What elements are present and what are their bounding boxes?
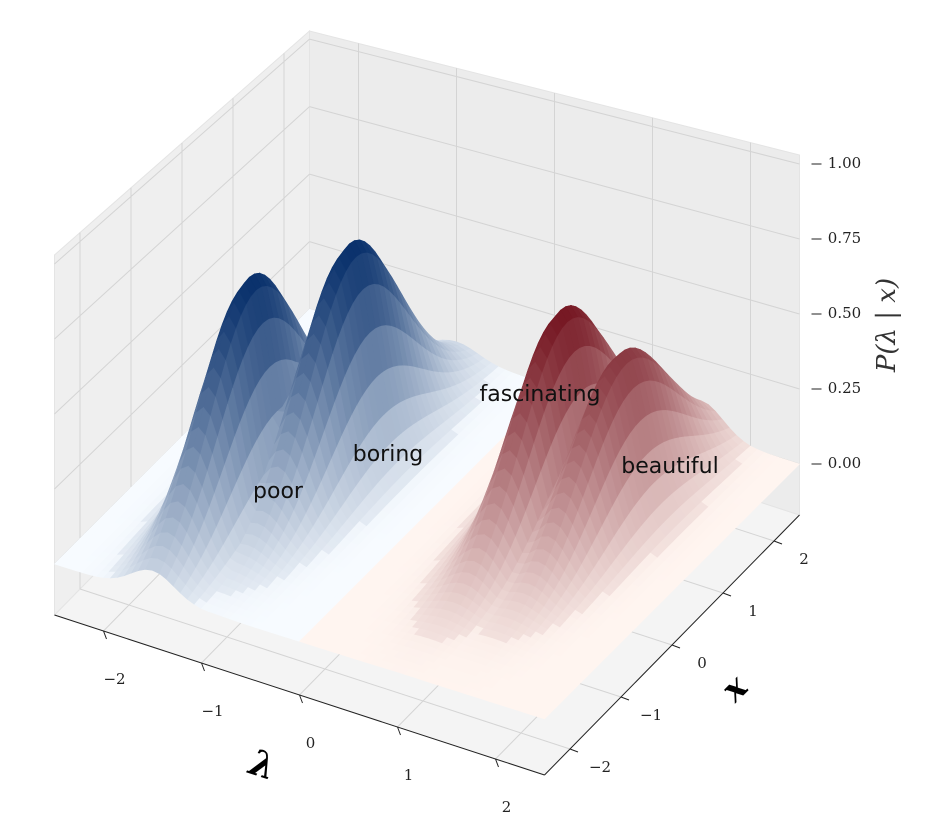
grid-line [309,38,800,165]
grid-line [54,173,310,415]
peak-annotation: poor [253,479,304,504]
surface [53,239,801,720]
x-tick-label: 2 [502,798,512,816]
peak-annotation: beautiful [621,454,718,479]
y-tick-label: 2 [799,550,809,568]
peak-annotation: fascinating [480,382,601,407]
y-tick-label: 1 [748,602,758,620]
y-tick-label: −2 [589,758,611,776]
z-tick-label: 1.00 [828,154,861,172]
x-tick-label: 1 [404,766,414,784]
grid-line [309,106,800,240]
y-tick [569,748,579,753]
y-tick [773,540,783,545]
grid-line [54,38,310,265]
y-tick [671,644,681,649]
z-axis-label: P(λ | x) [872,278,902,373]
z-tick-label: 0.25 [828,379,861,397]
x-tick-label: −2 [103,670,125,688]
z-tick-label: 0.50 [828,304,861,322]
x-axis-label: λ [243,741,282,789]
y-tick [722,592,732,597]
y-tick [620,696,630,701]
x-tick-label: −1 [201,702,223,720]
grid-line [309,241,800,390]
y-tick-label: −1 [640,706,662,724]
grid-line [54,106,310,340]
z-tick-label: 0.00 [828,454,861,472]
y-axis-label: x [713,667,757,711]
grid-line [79,588,571,750]
x-tick-label: 0 [306,734,316,752]
peak-annotation: boring [353,442,424,467]
y-tick-label: 0 [697,654,707,672]
z-tick-label: 0.75 [828,229,861,247]
grid-line [309,173,800,315]
